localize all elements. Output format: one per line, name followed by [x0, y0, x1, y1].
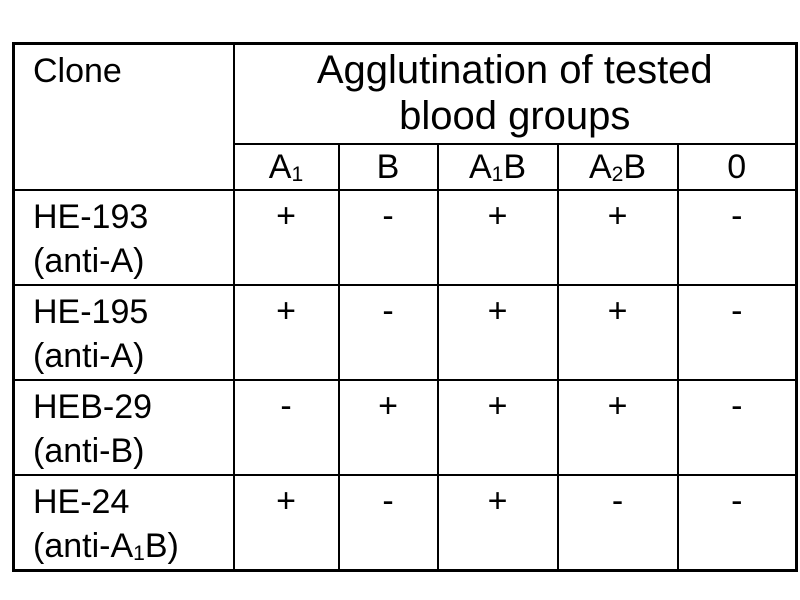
col-header-b-base: B	[376, 147, 400, 186]
result-cell-he24-a2b: -	[556, 474, 679, 571]
table-row-he-24: HE-24 (anti-A1B) + - + - -	[12, 474, 798, 571]
clone-specificity: (anti-B)	[33, 430, 232, 473]
result-cell-he193-a1b: +	[436, 189, 559, 286]
result-cell-heb29-b: +	[337, 379, 439, 476]
col-header-0: 0	[676, 143, 798, 191]
col-header-0-base: 0	[727, 147, 747, 186]
table-row-he-195: HE-195 (anti-A) + - + + -	[12, 284, 798, 381]
result-cell-he195-b: -	[337, 284, 439, 381]
col-header-a1b-subscript: 1	[491, 163, 504, 187]
col-header-a1: A1	[232, 143, 340, 191]
spec-pre: (anti-B)	[33, 431, 145, 470]
row-header-he-193: HE-193 (anti-A)	[12, 189, 235, 286]
spec-pre: (anti-A)	[33, 241, 145, 280]
result-cell-heb29-0: -	[676, 379, 798, 476]
spec-post: B)	[144, 526, 179, 565]
clone-column-header: Clone	[12, 42, 235, 191]
result-cell-he24-b: -	[337, 474, 439, 571]
table-row-heb-29: HEB-29 (anti-B) - + + + -	[12, 379, 798, 476]
result-cell-he195-a2b: +	[556, 284, 679, 381]
header-row-blood-groups: A1 B A1B A2B 0	[14, 143, 798, 191]
spec-pre: (anti-A	[33, 526, 134, 565]
col-header-a1-subscript: 1	[291, 163, 304, 187]
result-cell-he24-a1b: +	[436, 474, 559, 571]
clone-name: HE-24	[33, 483, 130, 521]
clone-name: HEB-29	[33, 388, 153, 426]
spec-subscript: 1	[133, 542, 145, 566]
result-cell-he195-a1: +	[232, 284, 340, 381]
row-header-heb-29: HEB-29 (anti-B)	[12, 379, 235, 476]
col-header-a1-base: A	[268, 147, 292, 186]
clone-name: HE-193	[33, 198, 149, 236]
col-header-a1b-suffix: B	[503, 147, 527, 186]
col-header-a2b-suffix: B	[623, 147, 647, 186]
row-header-he-195: HE-195 (anti-A)	[12, 284, 235, 381]
col-header-a2b: A2B	[556, 143, 679, 191]
result-cell-heb29-a1: -	[232, 379, 340, 476]
agglutination-results-table: Clone Agglutination of tested blood grou…	[12, 42, 798, 572]
result-cell-he193-a2b: +	[556, 189, 679, 286]
row-header-he-24: HE-24 (anti-A1B)	[12, 474, 235, 571]
table-row-he-193: HE-193 (anti-A) + - + + -	[12, 189, 798, 286]
col-header-a1b: A1B	[436, 143, 559, 191]
result-cell-he195-0: -	[676, 284, 798, 381]
group-header-line-1: Agglutination of tested	[316, 48, 713, 92]
col-header-a2b-subscript: 2	[611, 163, 624, 187]
result-cell-he195-a1b: +	[436, 284, 559, 381]
col-header-a2b-base: A	[588, 147, 612, 186]
result-cell-he193-a1: +	[232, 189, 340, 286]
clone-specificity: (anti-A)	[33, 335, 232, 378]
clone-specificity: (anti-A)	[33, 240, 232, 283]
col-header-b: B	[337, 143, 439, 191]
spec-pre: (anti-A)	[33, 336, 145, 375]
group-header: Agglutination of tested blood groups	[232, 42, 798, 145]
group-header-line-2: blood groups	[399, 94, 631, 138]
col-header-a1b-base: A	[468, 147, 492, 186]
result-cell-he193-b: -	[337, 189, 439, 286]
clone-specificity: (anti-A1B)	[33, 525, 232, 568]
clone-name: HE-195	[33, 293, 149, 331]
result-cell-heb29-a1b: +	[436, 379, 559, 476]
header-row-group: Clone Agglutination of tested blood grou…	[12, 42, 798, 191]
result-cell-he24-a1: +	[232, 474, 340, 571]
result-cell-heb29-a2b: +	[556, 379, 679, 476]
result-cell-he24-0: -	[676, 474, 798, 571]
result-cell-he193-0: -	[676, 189, 798, 286]
